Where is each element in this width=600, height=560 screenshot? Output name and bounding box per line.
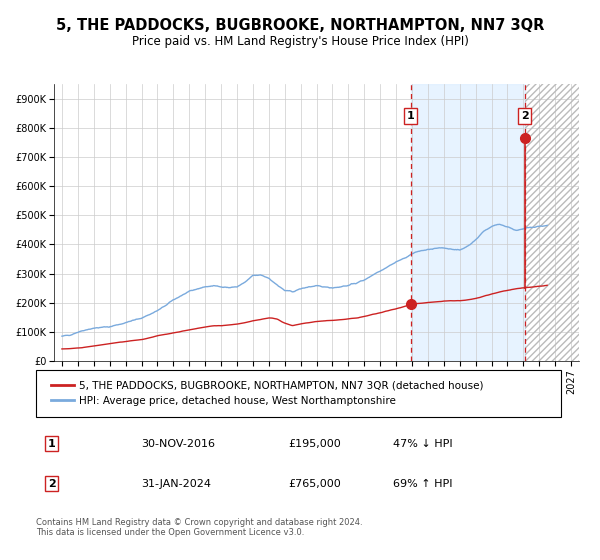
Text: 2: 2 [521, 111, 529, 121]
Bar [410, 84, 524, 361]
Text: Price paid vs. HM Land Registry's House Price Index (HPI): Price paid vs. HM Land Registry's House … [131, 35, 469, 49]
Text: 2: 2 [48, 479, 56, 488]
Bar [524, 84, 595, 361]
Text: £765,000: £765,000 [288, 479, 341, 488]
Text: 69% ↑ HPI: 69% ↑ HPI [393, 479, 452, 488]
Text: £195,000: £195,000 [288, 438, 341, 449]
Text: Contains HM Land Registry data © Crown copyright and database right 2024.
This d: Contains HM Land Registry data © Crown c… [36, 518, 362, 538]
Text: 31-JAN-2024: 31-JAN-2024 [141, 479, 211, 488]
Legend: 5, THE PADDOCKS, BUGBROOKE, NORTHAMPTON, NN7 3QR (detached house), HPI: Average : 5, THE PADDOCKS, BUGBROOKE, NORTHAMPTON,… [46, 377, 487, 410]
FancyBboxPatch shape [36, 370, 561, 417]
Text: 1: 1 [407, 111, 415, 121]
Text: 5, THE PADDOCKS, BUGBROOKE, NORTHAMPTON, NN7 3QR: 5, THE PADDOCKS, BUGBROOKE, NORTHAMPTON,… [56, 18, 544, 32]
Text: 30-NOV-2016: 30-NOV-2016 [141, 438, 215, 449]
Text: 1: 1 [48, 438, 56, 449]
Text: 47% ↓ HPI: 47% ↓ HPI [393, 438, 452, 449]
